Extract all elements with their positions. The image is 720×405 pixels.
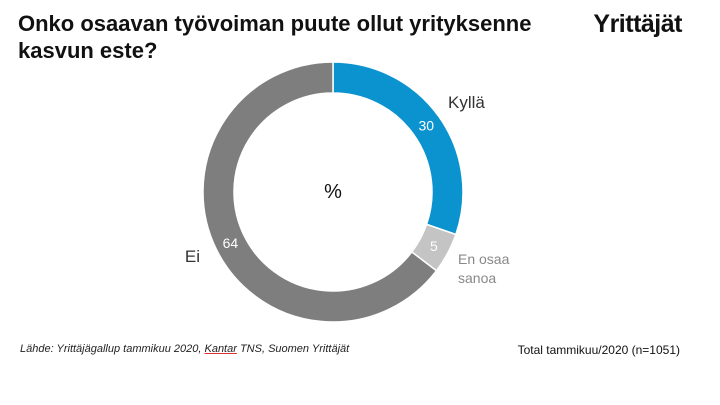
source-underlined: Kantar (204, 343, 237, 355)
category-label-ei: Ei (185, 247, 200, 266)
value-label-en-osaa-sanoa: 5 (430, 238, 438, 254)
category-label-en-osaa-sanoa: En osaa sanoa (458, 251, 510, 286)
source-note: Lähde: Yrittäjägallup tammikuu 2020, Kan… (20, 343, 349, 355)
chart-title: Onko osaavan työvoiman puute ollut yrity… (18, 11, 532, 63)
value-label-kylla: 30 (418, 118, 434, 134)
donut-value-labels: 30 5 64 (223, 118, 438, 254)
slice-ei (202, 61, 438, 323)
center-label: % (324, 181, 342, 203)
total-note: Total tammikuu/2020 (n=1051) (517, 343, 680, 357)
donut-category-labels: Kyllä En osaa sanoa Ei (185, 93, 510, 286)
value-label-ei: 64 (223, 235, 239, 251)
slice-kylla (332, 61, 464, 236)
yrittajat-logo: Yrittäjät (593, 10, 682, 38)
donut-slices (202, 61, 464, 323)
source-suffix: TNS, Suomen Yrittäjät (236, 343, 350, 355)
source-prefix: Lähde: Yrittäjägallup tammikuu 2020, (20, 343, 205, 355)
category-label-kylla: Kyllä (448, 93, 485, 112)
